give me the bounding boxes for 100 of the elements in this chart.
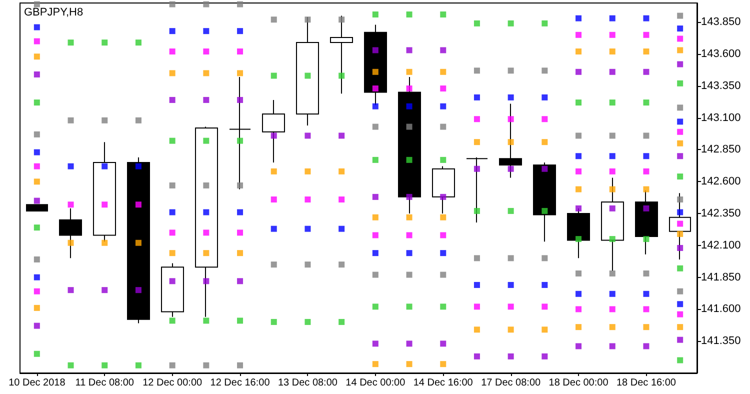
point (576, 168, 582, 174)
point (440, 85, 446, 92)
point (508, 208, 514, 214)
point (169, 96, 176, 103)
candlestick (533, 162, 556, 242)
point (372, 68, 378, 75)
point (237, 70, 244, 76)
point (440, 47, 446, 54)
point (508, 326, 514, 333)
point (440, 68, 446, 75)
point (576, 153, 582, 160)
point (406, 361, 412, 368)
point (237, 278, 244, 284)
point (237, 28, 244, 34)
point (677, 12, 684, 19)
point (677, 196, 684, 202)
point (677, 26, 684, 32)
point (203, 318, 210, 324)
candlestick (195, 126, 218, 318)
y-tick-label: 141.600 (701, 303, 741, 316)
point (576, 15, 582, 22)
point (677, 220, 684, 227)
point (135, 240, 142, 246)
candlestick (296, 16, 319, 126)
point (34, 1, 40, 8)
point (576, 343, 582, 350)
point (677, 128, 684, 135)
point (508, 139, 514, 146)
point (609, 270, 616, 276)
point (677, 61, 684, 68)
point (304, 168, 311, 174)
point (169, 318, 176, 324)
point (474, 166, 480, 172)
point (474, 326, 480, 333)
point (406, 250, 412, 256)
candlestick (59, 208, 82, 259)
point (68, 117, 74, 124)
point (203, 230, 210, 236)
point (609, 306, 616, 312)
point (406, 340, 412, 347)
point (609, 15, 616, 22)
point (338, 132, 345, 139)
candlestick (398, 76, 421, 214)
point (677, 244, 684, 251)
point (406, 194, 412, 200)
point (677, 209, 684, 216)
point (677, 301, 684, 308)
point (102, 202, 108, 208)
point (406, 68, 412, 75)
point (406, 272, 412, 278)
point (203, 48, 210, 54)
point (576, 236, 582, 242)
point (270, 262, 277, 268)
point (68, 362, 74, 368)
point (406, 11, 412, 18)
point (643, 132, 650, 139)
point (542, 116, 548, 122)
point (440, 232, 446, 238)
point (677, 311, 684, 318)
point (237, 209, 244, 216)
point (440, 11, 446, 18)
y-tick-label: 142.350 (701, 208, 741, 220)
point (609, 100, 616, 106)
point (677, 153, 684, 160)
point (508, 94, 514, 100)
point (677, 36, 684, 42)
point (270, 16, 277, 23)
point (609, 168, 616, 174)
point (169, 230, 176, 236)
point (406, 47, 412, 54)
point (440, 250, 446, 256)
point (542, 282, 548, 288)
point (68, 40, 74, 46)
point (542, 304, 548, 310)
point (237, 182, 244, 188)
point (440, 340, 446, 347)
point (270, 196, 277, 202)
point (372, 85, 378, 92)
candlestick (161, 262, 184, 318)
point (372, 250, 378, 256)
point (677, 47, 684, 54)
point (643, 48, 650, 54)
candlestick (499, 103, 522, 178)
point (338, 72, 345, 79)
point (270, 168, 277, 174)
point (643, 270, 650, 276)
point (338, 226, 345, 232)
point (440, 194, 446, 200)
point (135, 202, 142, 208)
point (372, 47, 378, 54)
point (34, 100, 40, 106)
point (440, 103, 446, 110)
point (542, 94, 548, 100)
point (237, 250, 244, 256)
point (542, 255, 548, 262)
point (677, 104, 684, 111)
point (508, 353, 514, 360)
point (576, 132, 582, 139)
x-tick-label: 18 Dec 16:00 (616, 378, 676, 388)
point (338, 16, 345, 23)
